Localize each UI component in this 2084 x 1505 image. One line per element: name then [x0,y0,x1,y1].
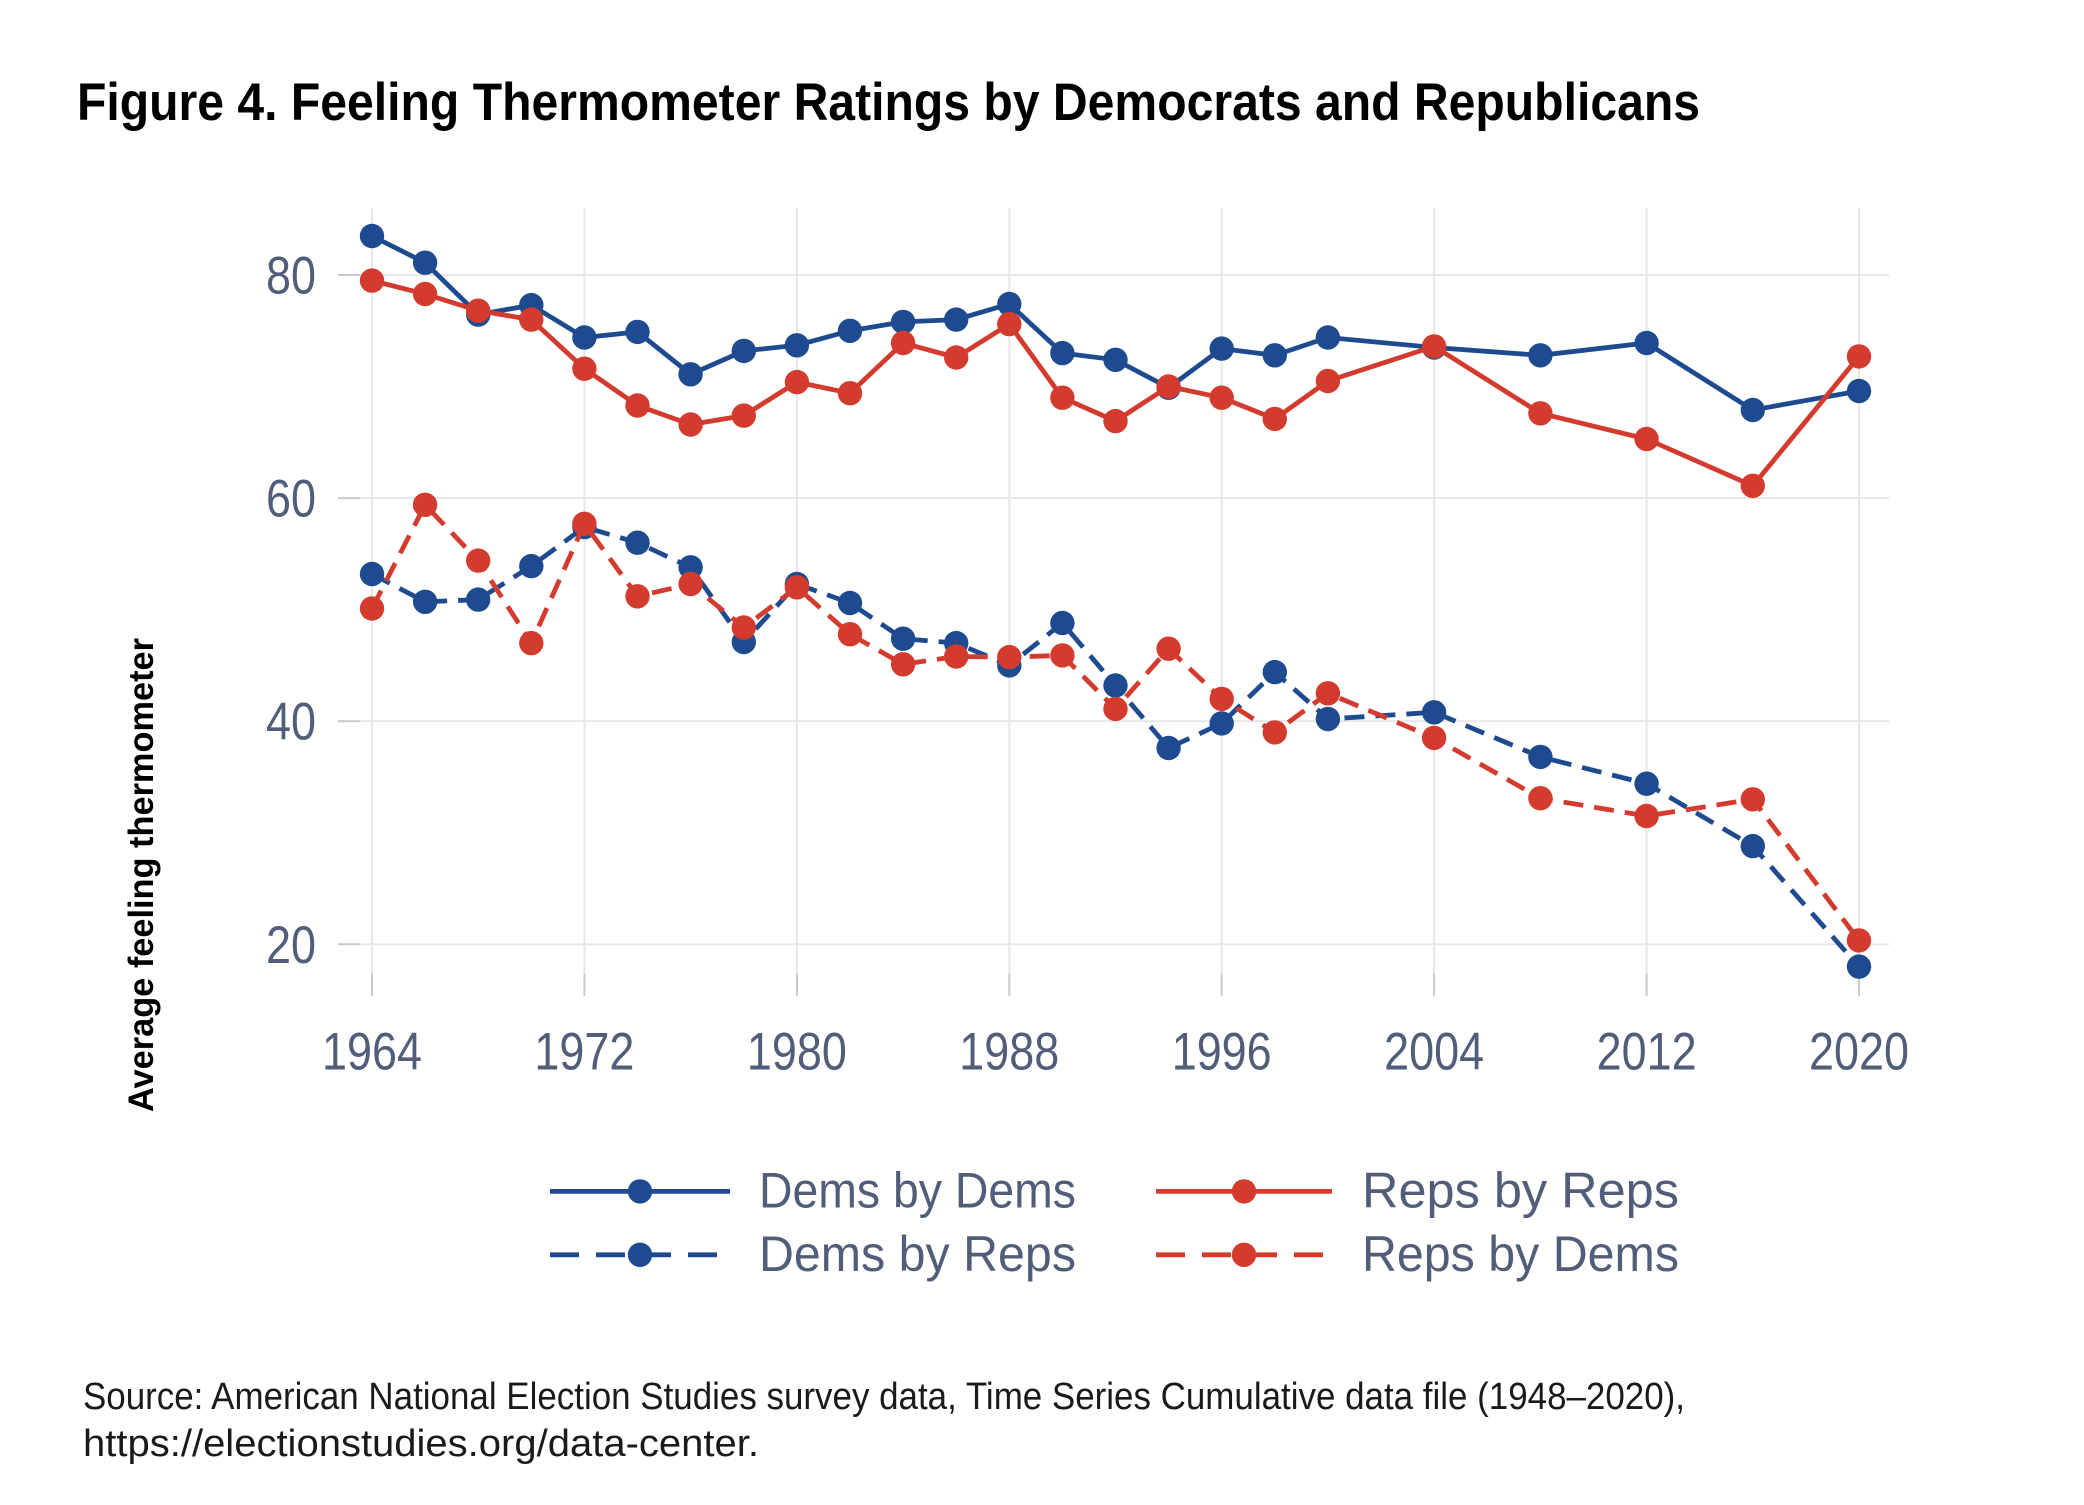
svg-text:2004: 2004 [1384,1023,1484,1082]
svg-text:1964: 1964 [322,1023,422,1082]
svg-text:40: 40 [266,693,316,752]
svg-text:Reps by Reps: Reps by Reps [1362,1163,1679,1219]
svg-text:60: 60 [266,470,316,529]
svg-text:Source: American National Elec: Source: American National Election Studi… [83,1376,1685,1418]
svg-text:80: 80 [266,247,316,306]
svg-text:2020: 2020 [1809,1023,1909,1082]
svg-text:1996: 1996 [1172,1023,1272,1082]
svg-text:1972: 1972 [534,1023,634,1082]
svg-text:20: 20 [266,916,316,975]
svg-text:Figure 4. Feeling Thermometer: Figure 4. Feeling Thermometer Ratings by… [77,73,1700,132]
svg-text:1988: 1988 [959,1023,1059,1082]
svg-text:Dems by Reps: Dems by Reps [759,1226,1076,1282]
svg-text:Reps by Dems: Reps by Dems [1362,1226,1679,1282]
svg-text:https://electionstudies.org/da: https://electionstudies.org/data-center. [83,1423,759,1465]
svg-text:2012: 2012 [1597,1023,1697,1082]
svg-text:Dems by Dems: Dems by Dems [759,1163,1076,1219]
svg-text:Average feeling thermometer: Average feeling thermometer [122,638,161,1112]
svg-text:1980: 1980 [747,1023,847,1082]
